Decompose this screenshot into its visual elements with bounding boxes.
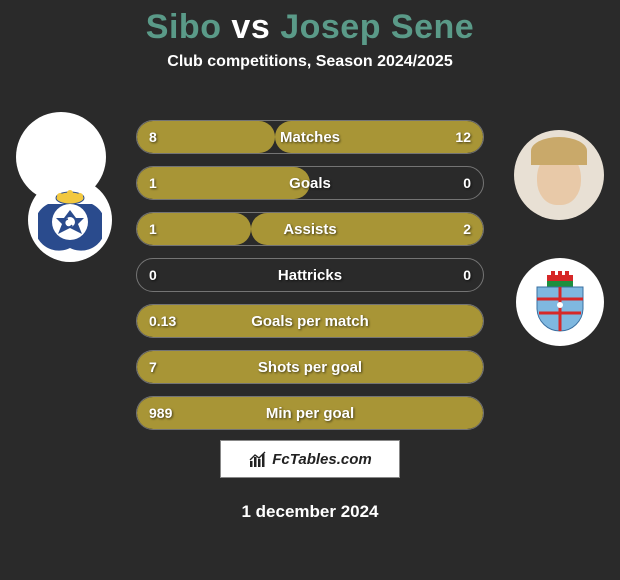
branding-badge: FcTables.com xyxy=(220,440,400,478)
snapshot-date: 1 december 2024 xyxy=(0,502,620,522)
player2-avatar xyxy=(514,130,604,220)
player1-club-crest xyxy=(28,178,112,262)
stat-label: Goals xyxy=(137,167,483,199)
stat-label: Shots per goal xyxy=(137,351,483,383)
stat-row: 12Assists xyxy=(136,212,484,246)
stat-row: 10Goals xyxy=(136,166,484,200)
fctables-logo-icon xyxy=(248,449,268,469)
stat-label: Hattricks xyxy=(137,259,483,291)
player1-name: Sibo xyxy=(146,8,222,46)
stat-label: Assists xyxy=(137,213,483,245)
branding-text: FcTables.com xyxy=(272,451,371,468)
stat-label: Min per goal xyxy=(137,397,483,429)
stat-label: Goals per match xyxy=(137,305,483,337)
subtitle: Club competitions, Season 2024/2025 xyxy=(0,53,620,71)
stat-label: Matches xyxy=(137,121,483,153)
stat-row: 812Matches xyxy=(136,120,484,154)
player2-name: Josep Sene xyxy=(280,8,474,46)
player2-club-crest xyxy=(516,258,604,346)
vs-text: vs xyxy=(231,8,270,46)
stat-row: 00Hattricks xyxy=(136,258,484,292)
comparison-title: Sibo vs Josep Sene xyxy=(0,0,620,47)
stats-bars: 812Matches 10Goals 12Assists 00Hattricks 0.1… xyxy=(136,120,484,442)
stat-row: 989Min per goal xyxy=(136,396,484,430)
stat-row: 7Shots per goal xyxy=(136,350,484,384)
stat-row: 0.13Goals per match xyxy=(136,304,484,338)
oviedo-crest-icon xyxy=(38,188,102,252)
celta-crest-icon xyxy=(527,269,593,335)
